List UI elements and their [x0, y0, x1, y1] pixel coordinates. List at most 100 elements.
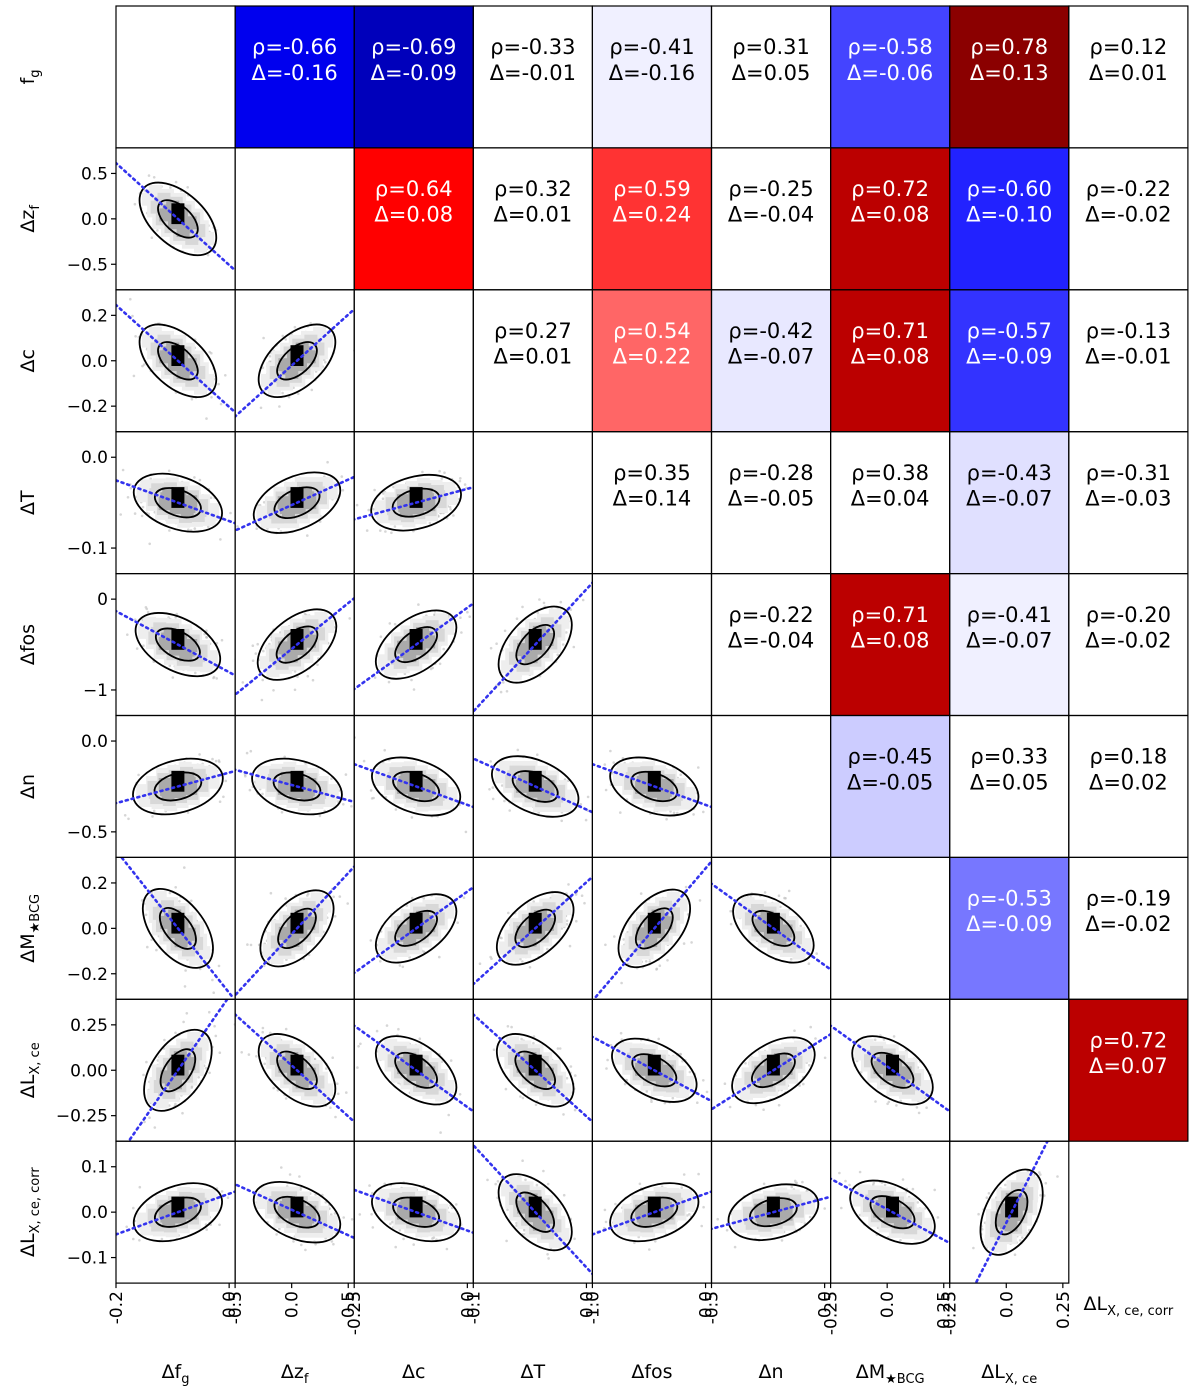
scatter-point	[495, 642, 498, 645]
scatter-point	[182, 1020, 185, 1024]
scatter-point	[333, 915, 337, 918]
scatter-point	[325, 1067, 328, 1070]
scatter-point	[316, 663, 319, 667]
scatter-point	[373, 676, 377, 679]
scatter-point	[219, 538, 222, 541]
scatter-point	[183, 985, 187, 988]
histogram-bin	[136, 784, 150, 798]
scatter-point	[222, 795, 225, 799]
scatter-point	[639, 892, 643, 895]
scatter-point	[369, 939, 373, 942]
scatter-point	[669, 810, 672, 813]
scatter-point	[401, 965, 405, 969]
correlation-cell-0-7: ρ=0.78Δ=0.13	[949, 6, 1069, 148]
scatter-point	[644, 960, 648, 963]
correlation-cell-4-8: ρ=-0.20Δ=-0.02	[1068, 573, 1188, 716]
scatter-point	[210, 396, 213, 399]
correlation-cell-bg	[1068, 857, 1188, 1000]
fit-line	[116, 478, 235, 525]
scatter-point	[536, 611, 540, 615]
histogram-peak-bin	[409, 629, 423, 650]
correlation-cell-2-8: ρ=-0.13Δ=-0.01	[1068, 289, 1188, 432]
scatter-point	[218, 800, 222, 803]
scatter-point	[214, 759, 218, 763]
scatter-point	[373, 488, 376, 492]
scatter-point	[459, 477, 462, 480]
scatter-point	[417, 603, 420, 606]
scatter-point	[208, 1010, 211, 1014]
scatter-point	[560, 927, 564, 930]
scatter-point	[491, 786, 495, 789]
correlation-delta-label: Δ=0.08	[851, 345, 930, 369]
fit-line	[235, 475, 355, 532]
scatter-point	[141, 364, 144, 368]
scatter-point	[579, 803, 583, 806]
scatter-point	[186, 186, 189, 189]
scatter-panel-5-4	[592, 749, 712, 821]
scatter-point	[365, 529, 369, 532]
correlation-cell-5-8: ρ=0.18Δ=0.02	[1068, 715, 1188, 858]
scatter-point	[248, 788, 252, 792]
scatter-point	[500, 784, 504, 787]
scatter-point	[346, 902, 349, 905]
scatter-point	[684, 885, 688, 889]
correlation-cell-5-7: ρ=0.33Δ=0.05	[949, 715, 1069, 858]
correlation-cell-bg	[830, 573, 950, 716]
scatter-point	[505, 690, 509, 693]
scatter-point	[340, 475, 344, 478]
scatter-point	[150, 236, 154, 239]
correlation-rho-label: ρ=-0.28	[728, 461, 813, 485]
scatter-point	[167, 469, 171, 473]
correlation-cell-bg	[830, 147, 950, 290]
fit-line	[594, 859, 712, 999]
correlation-rho-label: ρ=-0.20	[1086, 603, 1171, 627]
scatter-point	[152, 176, 156, 179]
scatter-point	[198, 478, 202, 482]
histogram-bin	[541, 780, 555, 793]
correlation-cell-bg	[1068, 573, 1188, 716]
scatter-point	[519, 957, 522, 961]
scatter-point	[224, 374, 227, 377]
correlation-delta-label: Δ=0.05	[732, 61, 811, 85]
scatter-point	[574, 893, 578, 896]
correlation-delta-label: Δ=-0.10	[966, 203, 1052, 227]
scatter-point	[129, 487, 133, 490]
scatter-point	[565, 922, 569, 926]
scatter-point	[655, 968, 658, 971]
scatter-point	[334, 1115, 337, 1119]
scatter-point	[332, 895, 335, 899]
scatter-point	[367, 508, 370, 512]
scatter-point	[341, 488, 345, 492]
scatter-panel-3-0	[116, 468, 235, 546]
correlation-rho-label: ρ=0.18	[1090, 745, 1168, 769]
scatter-point	[205, 629, 208, 632]
scatter-point	[156, 1059, 160, 1062]
scatter-point	[515, 617, 519, 620]
scatter-point	[666, 959, 669, 962]
scatter-point	[468, 615, 471, 618]
scatter-point	[143, 1120, 146, 1124]
scatter-panel-4-1	[235, 596, 355, 702]
scatter-point	[183, 866, 186, 869]
correlation-cell-6-7: ρ=-0.53Δ=-0.09	[949, 857, 1069, 1000]
correlation-cell-bg	[949, 289, 1069, 432]
scatter-point	[452, 514, 455, 517]
correlation-cell-1-2: ρ=0.64Δ=0.08	[354, 147, 474, 290]
histogram-peak-bin	[290, 487, 304, 508]
histogram-bin	[194, 644, 208, 658]
scatter-point	[174, 180, 178, 184]
scatter-point	[336, 1082, 339, 1085]
scatter-point	[392, 485, 395, 489]
scatter-point	[142, 1073, 145, 1077]
correlation-rho-label: ρ=-0.42	[728, 319, 813, 343]
histogram-bin	[374, 500, 388, 514]
correlation-cell-bg	[473, 289, 593, 432]
correlation-rho-label: ρ=-0.13	[1086, 319, 1171, 343]
scatter-point	[584, 818, 588, 822]
scatter-point	[777, 894, 781, 897]
scatter-point	[331, 1056, 334, 1059]
correlation-rho-label: ρ=0.59	[613, 177, 691, 201]
correlation-cell-bg	[711, 147, 831, 290]
scatter-point	[362, 759, 366, 763]
histogram-bin	[682, 786, 696, 800]
